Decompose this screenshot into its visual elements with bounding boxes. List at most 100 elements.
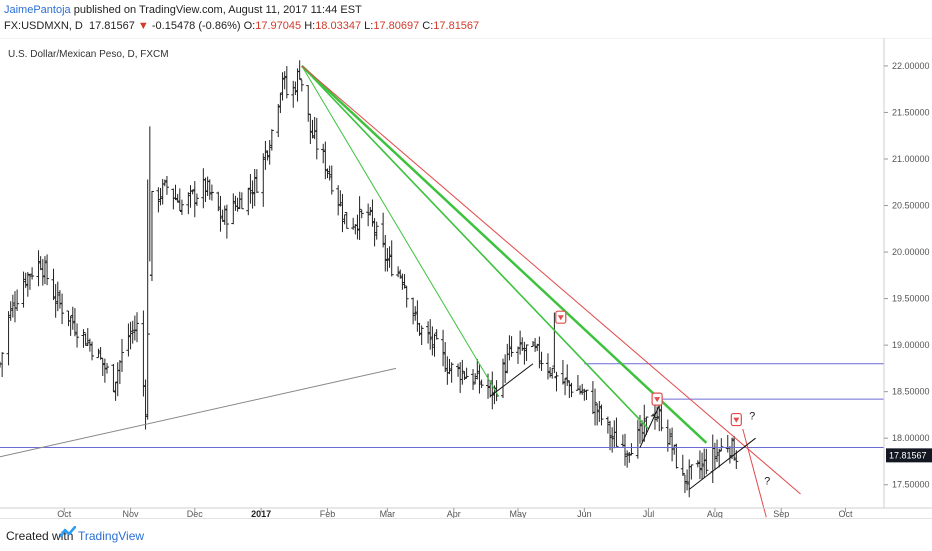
ohlc-bar xyxy=(464,367,469,379)
close-label: C: xyxy=(422,20,434,32)
price-tick-label: 19.50000 xyxy=(892,294,930,304)
time-tick-label: Oct xyxy=(57,509,72,518)
ohlc-bar xyxy=(179,199,184,215)
last-price-badge-label: 17.81567 xyxy=(889,450,927,460)
ohlc-bar xyxy=(45,254,50,286)
sell-arrow-icon xyxy=(730,412,742,427)
ohlc-bar xyxy=(524,344,529,361)
change-value: -0.15478 (-0.86%) xyxy=(151,20,241,32)
ohlc-bar xyxy=(254,169,259,194)
ohlc-bar xyxy=(329,165,334,195)
time-axis[interactable]: Oct Nov Dec 2017 Feb Mar Apr May Jun Jul Aug Sep Oct xyxy=(57,508,853,518)
time-tick-label: Dec xyxy=(187,509,204,518)
time-tick-label: Nov xyxy=(123,509,140,518)
time-tick-label: Sep xyxy=(773,509,789,518)
ohlc-bar xyxy=(105,363,110,374)
price-tick-label: 19.00000 xyxy=(892,340,930,350)
ohlc-bar xyxy=(359,209,364,219)
time-tick-label: Feb xyxy=(320,509,336,518)
ohlc-bar xyxy=(149,190,154,281)
black-trendline xyxy=(489,363,534,397)
ohlc-bar xyxy=(344,211,349,229)
ohlc-bar xyxy=(284,66,289,99)
ohlc-bar xyxy=(593,388,598,426)
ohlc-bar xyxy=(449,362,454,383)
change-arrow-icon: ▼ xyxy=(137,20,149,32)
ohlc-bar xyxy=(479,379,484,388)
ohlc-bar xyxy=(402,274,407,289)
sell-arrow-icon xyxy=(651,392,663,406)
chart-header: JaimePantoja published on TradingView.co… xyxy=(0,0,932,38)
high-label: H: xyxy=(304,20,316,32)
low-label: L: xyxy=(364,20,374,32)
sell-arrow-glyph xyxy=(654,397,661,403)
black-trendline xyxy=(688,437,756,490)
ohlc-bar xyxy=(389,240,394,277)
time-tick-label: Mar xyxy=(380,509,396,518)
tradingview-logo-icon xyxy=(60,526,76,538)
author-link[interactable]: JaimePantoja xyxy=(4,4,71,16)
ohlc-bar xyxy=(269,129,274,151)
time-tick-label: 2017 xyxy=(251,509,271,518)
green-trendline xyxy=(301,65,500,397)
price-tick-label: 20.50000 xyxy=(892,201,930,211)
time-tick-label: Apr xyxy=(447,509,461,518)
price-tick-label: 18.00000 xyxy=(892,433,930,443)
price-chart[interactable]: U.S. Dollar/Mexican Peso, D, FXCM ?? 22.… xyxy=(0,38,932,518)
last-price-badge xyxy=(886,448,932,463)
ohlc-bar xyxy=(60,293,65,325)
question-mark-annotation: ? xyxy=(764,476,770,488)
ohlc-bar xyxy=(314,117,319,160)
tradingview-brand[interactable]: TradingView xyxy=(78,529,145,543)
ohlc-bar xyxy=(0,352,5,377)
last-price: 17.81567 xyxy=(88,20,135,32)
ohlc-bar xyxy=(374,221,379,240)
created-with-text: Created with xyxy=(6,529,74,543)
close-value: 17.81567 xyxy=(433,20,480,32)
ohlc-bar xyxy=(134,312,139,343)
price-tick-label: 18.50000 xyxy=(892,387,930,397)
ohlc-bar xyxy=(629,443,634,456)
ohlc-bar xyxy=(509,336,514,357)
ohlc-bar xyxy=(680,454,685,476)
price-tick-label: 21.00000 xyxy=(892,154,930,164)
ohlc-bar xyxy=(75,323,80,348)
green-trendline xyxy=(300,65,708,444)
time-tick-label: Oct xyxy=(838,509,853,518)
time-tick-label: May xyxy=(509,509,527,518)
ohlc-bar xyxy=(599,404,604,426)
price-tick-label: 22.00000 xyxy=(892,61,930,71)
price-axis[interactable]: 22.00000 21.50000 21.00000 20.50000 20.00000… xyxy=(0,38,932,509)
black-trendline xyxy=(639,405,660,448)
ohlc-bar xyxy=(584,389,589,400)
red-trendline xyxy=(301,65,801,495)
chart-background xyxy=(0,38,932,518)
grey-trendline xyxy=(0,367,397,458)
time-tick-label: Jun xyxy=(577,509,592,518)
ohlc-bars xyxy=(0,60,739,498)
ohlc-bar xyxy=(224,204,229,239)
ohlc-bar xyxy=(15,289,20,311)
question-mark-annotation: ? xyxy=(749,411,755,423)
ohlc-bar xyxy=(434,329,439,340)
ohlc-bar xyxy=(704,448,709,475)
sell-arrow-glyph xyxy=(733,417,740,423)
ohlc-bar xyxy=(357,196,362,240)
high-value: 18.03347 xyxy=(315,20,362,32)
footer-bar: Created with TradingView xyxy=(0,518,932,551)
open-value: 17.97045 xyxy=(255,20,302,32)
sell-arrow-icon xyxy=(555,310,567,324)
sell-arrow-glyph xyxy=(557,315,564,321)
ohlc-bar xyxy=(239,192,244,210)
low-value: 17.80697 xyxy=(373,20,420,32)
chart-title: U.S. Dollar/Mexican Peso, D, FXCM xyxy=(8,49,169,60)
price-tick-label: 17.50000 xyxy=(892,480,930,490)
ohlc-bar xyxy=(614,417,619,447)
ohlc-bar xyxy=(539,351,544,371)
ohlc-line: FX:USDMXN, D 17.81567 ▼ -0.15478 (-0.86%… xyxy=(4,20,479,32)
symbol-label: FX:USDMXN, D xyxy=(4,20,83,32)
ohlc-bar xyxy=(194,193,199,206)
ohlc-bar xyxy=(90,341,95,361)
time-tick-label: Aug xyxy=(707,509,723,518)
ohlc-bar xyxy=(164,176,169,195)
